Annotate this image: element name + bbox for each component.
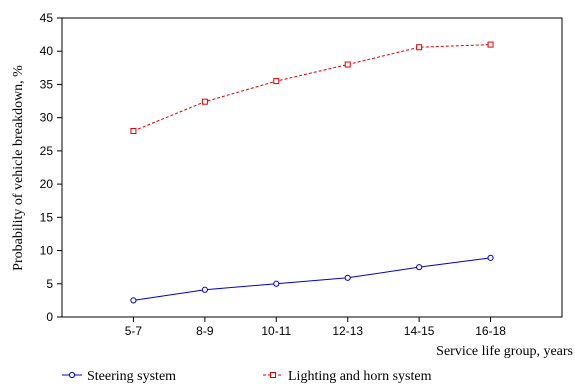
series-2-point xyxy=(130,127,137,134)
x-tick-label: 5-7 xyxy=(125,324,143,338)
y-tick-label: 0 xyxy=(46,310,53,324)
legend-item-2: Lighting and horn system xyxy=(263,369,432,384)
series-1-point xyxy=(273,280,280,287)
y-tick-label: 20 xyxy=(40,177,54,191)
series-2-point xyxy=(344,61,351,68)
series-1-point xyxy=(130,297,137,304)
y-tick-label: 15 xyxy=(40,210,54,224)
series-line-2 xyxy=(133,44,491,132)
y-tick-label: 25 xyxy=(40,144,54,158)
y-axis: 0 5 10 15 20 25 30 35 40 45 xyxy=(40,11,62,324)
series-1-point xyxy=(416,264,423,271)
series-2-point xyxy=(416,44,423,51)
y-tick-label: 45 xyxy=(40,11,54,25)
x-tick-label: 10-11 xyxy=(261,324,291,338)
series-line-1 xyxy=(133,257,491,301)
series-2-point xyxy=(201,98,208,105)
series-1-point xyxy=(487,254,494,261)
x-axis-label: Service life group, years xyxy=(436,344,573,359)
y-tick-label: 10 xyxy=(40,244,54,258)
plot-area xyxy=(61,17,563,318)
legend-label: Lighting and horn system xyxy=(288,369,432,384)
x-tick-label: 8-9 xyxy=(196,324,214,338)
series-2-point xyxy=(273,78,280,85)
y-tick-label: 40 xyxy=(40,44,54,58)
x-tick-label: 16-18 xyxy=(475,324,506,338)
y-tick-label: 35 xyxy=(40,77,54,91)
legend: Steering system Lighting and horn system xyxy=(62,369,432,384)
legend-item-1: Steering system xyxy=(62,369,176,384)
series-2-point xyxy=(487,41,494,48)
x-tick-label: 12-13 xyxy=(332,324,363,338)
series-layer xyxy=(130,41,494,304)
legend-marker xyxy=(270,372,276,378)
legend-label: Steering system xyxy=(87,369,176,384)
y-axis-label: Probability of vehicle breakdown, % xyxy=(11,65,26,271)
y-tick-label: 5 xyxy=(46,277,53,291)
series-1-point xyxy=(201,286,208,293)
y-tick-label: 30 xyxy=(40,111,54,125)
series-1-point xyxy=(344,274,351,281)
x-tick-label: 14-15 xyxy=(404,324,435,338)
legend-marker xyxy=(68,371,76,379)
x-axis: 5-7 8-9 10-11 12-13 14-15 16-18 xyxy=(125,317,506,338)
